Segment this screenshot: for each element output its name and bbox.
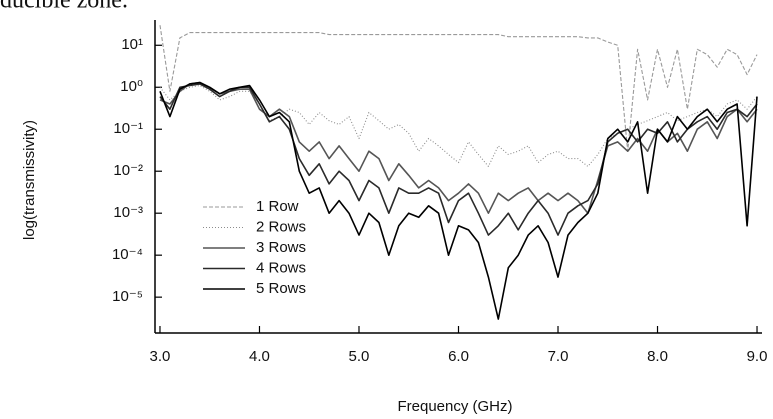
x-tick-label: 3.0 <box>150 348 171 365</box>
annotation: ducible zone. <box>0 0 128 14</box>
x-tick-label: 6.0 <box>448 348 469 365</box>
series-line <box>159 83 758 236</box>
x-tick-label: 4.0 <box>249 348 270 365</box>
y-tick-label: 10⁻¹ <box>113 120 143 137</box>
y-tick-label: 10⁻² <box>113 162 143 179</box>
y-axis-label: log(transmissivity) <box>21 120 38 240</box>
y-tick-label: 10⁻³ <box>113 204 143 221</box>
legend-label: 2 Rows <box>256 218 306 235</box>
legend-label: 3 Rows <box>256 239 306 256</box>
y-tick-label: 10⁰ <box>120 78 143 95</box>
x-axis-label: Frequency (GHz) <box>397 398 512 415</box>
legend-label: 4 Rows <box>256 259 306 276</box>
series-line <box>159 81 758 214</box>
y-tick-label: 10¹ <box>121 36 143 53</box>
x-tick-label: 8.0 <box>647 348 668 365</box>
series-line <box>159 84 758 167</box>
series-line <box>159 81 758 320</box>
y-tick-label: 10⁻⁴ <box>112 246 143 263</box>
y-tick-label: 10⁻⁵ <box>112 288 143 305</box>
x-tick-label: 5.0 <box>349 348 370 365</box>
legend-label: 1 Row <box>256 198 299 215</box>
x-tick-label: 9.0 <box>747 348 768 365</box>
x-tick-label: 7.0 <box>548 348 569 365</box>
legend-label: 5 Rows <box>256 280 306 297</box>
